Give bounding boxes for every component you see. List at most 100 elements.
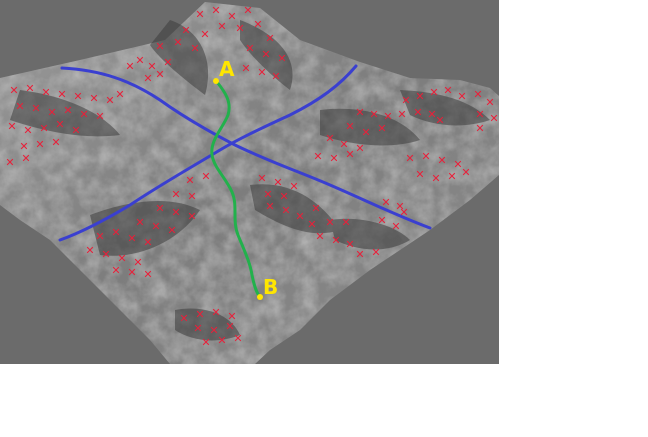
- x-mark-icon: ✕: [331, 234, 340, 247]
- roads: [58, 64, 432, 242]
- point-a-dot: [213, 78, 219, 84]
- x-mark-icon: ✕: [475, 108, 484, 121]
- x-mark-icon: ✕: [200, 28, 209, 41]
- x-mark-icon: ✕: [185, 174, 194, 187]
- x-mark-icon: ✕: [369, 108, 378, 121]
- x-mark-icon: ✕: [355, 106, 364, 119]
- x-mark-icon: ✕: [181, 24, 190, 37]
- x-mark-icon: ✕: [227, 310, 236, 323]
- x-mark-icon: ✕: [187, 190, 196, 203]
- x-mark-icon: ✕: [15, 100, 24, 113]
- x-mark-icon: ✕: [173, 36, 182, 49]
- x-mark-icon: ✕: [289, 180, 298, 193]
- x-mark-icon: ✕: [127, 266, 136, 279]
- x-mark-icon: ✕: [391, 220, 400, 233]
- x-mark-icon: ✕: [21, 152, 30, 165]
- x-mark-icon: ✕: [271, 70, 280, 83]
- x-mark-icon: ✕: [19, 140, 28, 153]
- x-mark-icon: ✕: [73, 90, 82, 103]
- x-mark-icon: ✕: [5, 156, 14, 169]
- x-mark-icon: ✕: [171, 206, 180, 219]
- x-mark-icon: ✕: [313, 150, 322, 163]
- x-mark-icon: ✕: [257, 66, 266, 79]
- x-mark-icon: ✕: [415, 168, 424, 181]
- x-mark-icon: ✕: [243, 4, 252, 17]
- x-mark-icon: ✕: [329, 152, 338, 165]
- route-path: [210, 80, 262, 299]
- x-mark-icon: ✕: [473, 88, 482, 101]
- x-mark-icon: ✕: [381, 196, 390, 209]
- point-a-label: A: [219, 57, 235, 81]
- x-mark-icon: ✕: [217, 20, 226, 33]
- x-mark-icon: ✕: [377, 214, 386, 227]
- x-mark-icon: ✕: [233, 332, 242, 345]
- x-mark-icon: ✕: [163, 56, 172, 69]
- x-mark-icon: ✕: [355, 248, 364, 261]
- x-mark-icon: ✕: [241, 62, 250, 75]
- x-mark-icon: ✕: [355, 142, 364, 155]
- x-mark-icon: ✕: [211, 306, 220, 319]
- x-mark-icon: ✕: [437, 154, 446, 167]
- x-mark-icon: ✕: [155, 202, 164, 215]
- x-mark-icon: ✕: [427, 108, 436, 121]
- x-mark-icon: ✕: [63, 104, 72, 117]
- x-mark-icon: ✕: [265, 200, 274, 213]
- x-mark-icon: ✕: [325, 216, 334, 229]
- x-mark-icon: ✕: [485, 96, 494, 109]
- x-mark-icon: ✕: [431, 172, 440, 185]
- x-mark-icon: ✕: [307, 218, 316, 231]
- x-mark-icon: ✕: [143, 72, 152, 85]
- x-mark-icon: ✕: [377, 122, 386, 135]
- x-mark-icon: ✕: [57, 88, 66, 101]
- x-mark-icon: ✕: [279, 190, 288, 203]
- x-mark-icon: ✕: [383, 110, 392, 123]
- x-mark-icon: ✕: [79, 108, 88, 121]
- x-mark-icon: ✕: [245, 42, 254, 55]
- x-mark-icon: ✕: [265, 32, 274, 45]
- x-mark-icon: ✕: [443, 84, 452, 97]
- point-b-dot: [257, 294, 263, 300]
- x-mark-icon: ✕: [117, 252, 126, 265]
- x-mark-icon: ✕: [253, 18, 262, 31]
- x-mark-icon: ✕: [461, 166, 470, 179]
- point-b-label: B: [263, 275, 278, 299]
- x-mark-icon: ✕: [47, 106, 56, 119]
- x-mark-icon: ✕: [435, 114, 444, 127]
- x-mark-icon: ✕: [147, 60, 156, 73]
- x-mark-icon: ✕: [421, 150, 430, 163]
- x-mark-icon: ✕: [325, 132, 334, 145]
- x-mark-icon: ✕: [489, 112, 498, 125]
- x-mark-icon: ✕: [143, 268, 152, 281]
- x-mark-icon: ✕: [211, 4, 220, 17]
- x-mark-icon: ✕: [171, 188, 180, 201]
- x-mark-icon: ✕: [135, 216, 144, 229]
- x-mark-icon: ✕: [115, 88, 124, 101]
- x-mark-icon: ✕: [261, 48, 270, 61]
- x-mark-icon: ✕: [257, 172, 266, 185]
- x-mark-icon: ✕: [111, 264, 120, 277]
- x-mark-icon: ✕: [35, 138, 44, 151]
- x-mark-icon: ✕: [201, 170, 210, 183]
- x-mark-icon: ✕: [151, 220, 160, 233]
- x-mark-icon: ✕: [453, 158, 462, 171]
- x-mark-icon: ✕: [7, 120, 16, 133]
- x-mark-icon: ✕: [31, 102, 40, 115]
- x-mark-icon: ✕: [415, 90, 424, 103]
- x-mark-icon: ✕: [155, 68, 164, 81]
- x-mark-icon: ✕: [457, 90, 466, 103]
- ridge-shading: [10, 20, 490, 341]
- x-mark-icon: ✕: [95, 110, 104, 123]
- x-mark-icon: ✕: [447, 170, 456, 183]
- x-mark-icon: ✕: [395, 200, 404, 213]
- x-mark-icon: ✕: [187, 210, 196, 223]
- x-mark-icon: ✕: [193, 322, 202, 335]
- x-mark-icon: ✕: [195, 8, 204, 21]
- x-mark-icon: ✕: [195, 308, 204, 321]
- x-mark-icon: ✕: [89, 92, 98, 105]
- x-mark-icon: ✕: [277, 52, 286, 65]
- x-mark-icon: ✕: [399, 206, 408, 219]
- x-mark-icon: ✕: [341, 216, 350, 229]
- x-mark-icon: ✕: [143, 236, 152, 249]
- x-mark-icon: ✕: [401, 94, 410, 107]
- x-mark-icon: ✕: [155, 40, 164, 53]
